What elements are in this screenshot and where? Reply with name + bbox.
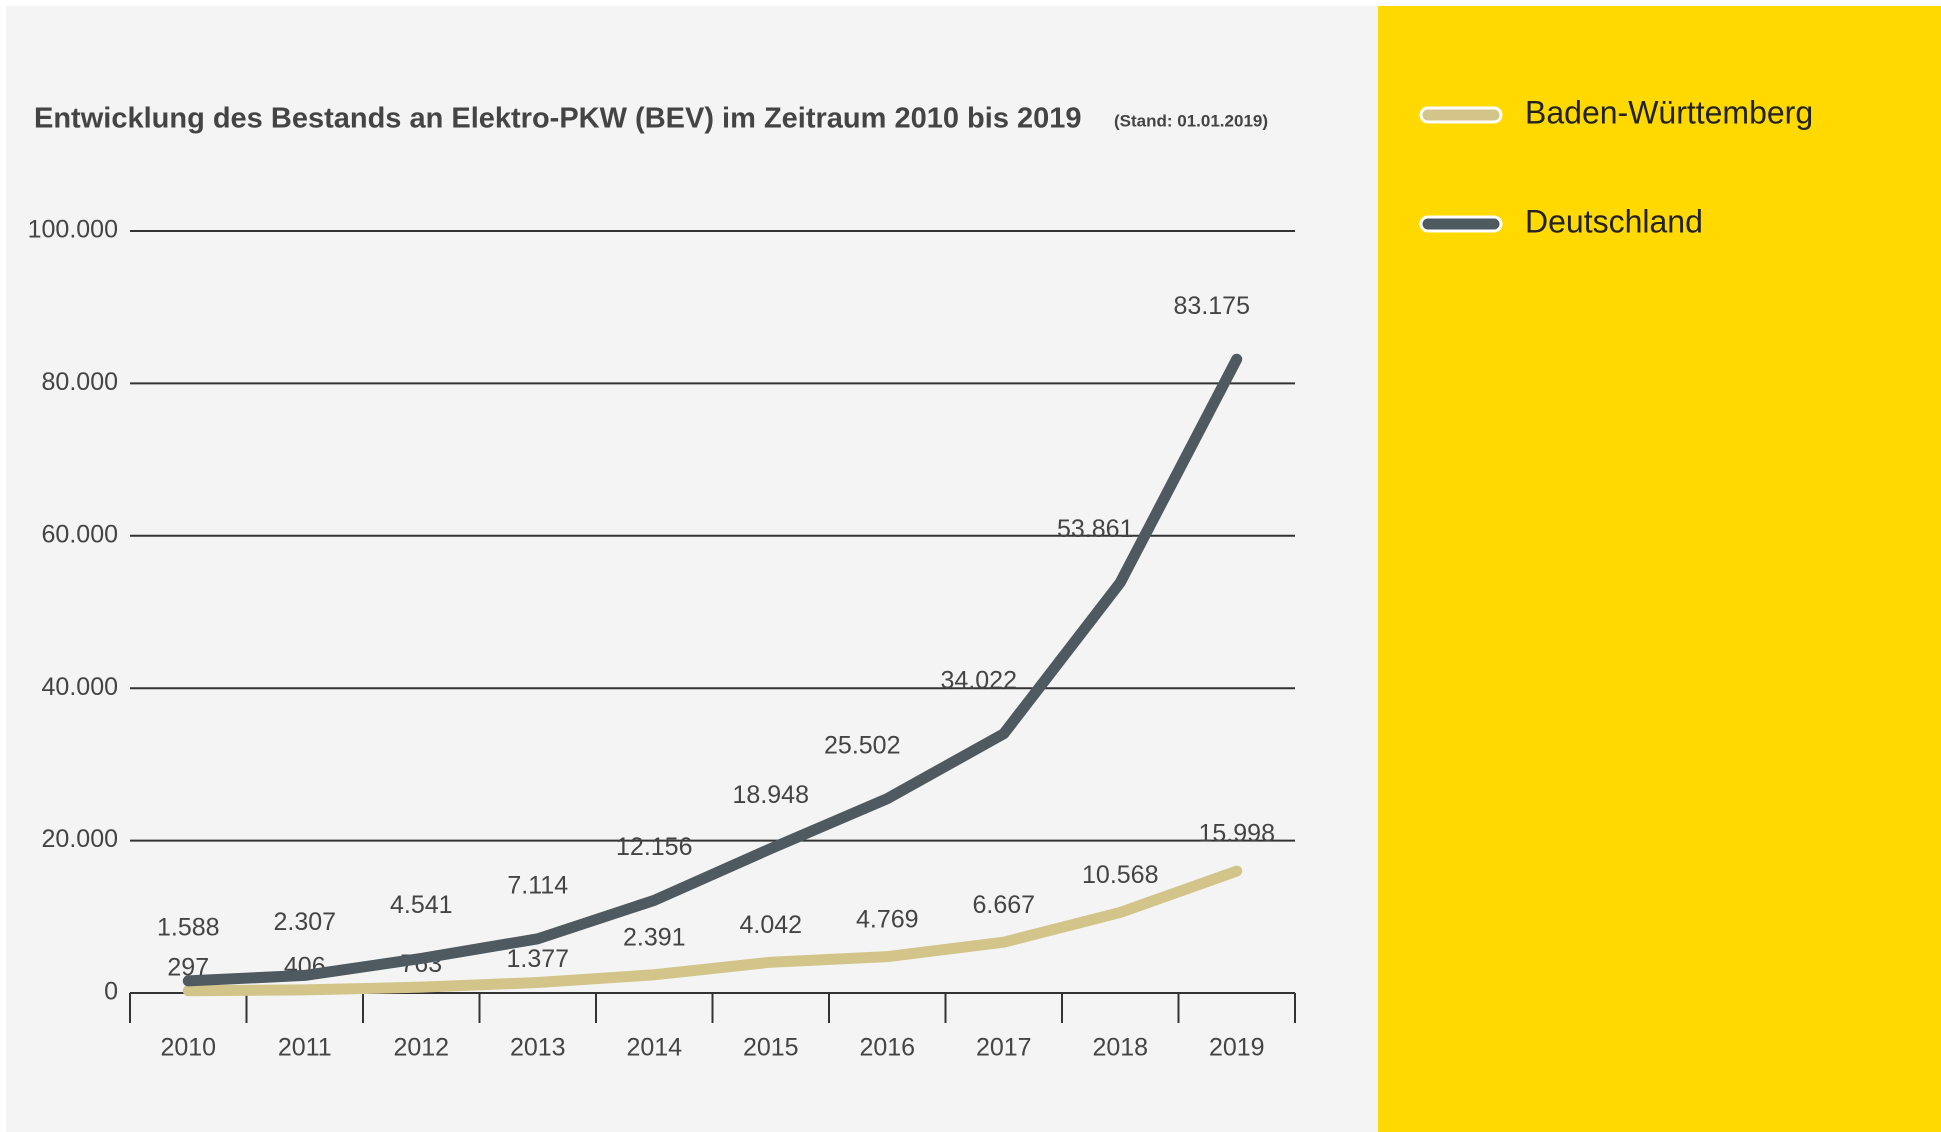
y-tick-label: 40.000 [42, 673, 118, 701]
data-label: 4.769 [856, 905, 919, 933]
x-tick-label: 2018 [1092, 1034, 1148, 1062]
data-label: 10.568 [1082, 861, 1158, 889]
x-tick-label: 2010 [160, 1034, 216, 1062]
x-tick-label: 2012 [393, 1034, 449, 1062]
chart-title: Entwicklung des Bestands an Elektro-PKW … [34, 103, 1082, 135]
legend-panel [1378, 6, 1941, 1132]
y-tick-label: 60.000 [42, 520, 118, 548]
data-label: 18.948 [733, 781, 809, 809]
data-label: 2.307 [273, 908, 336, 936]
line [182, 353, 1243, 987]
x-tick-label: 2014 [626, 1034, 682, 1062]
data-label: 15.998 [1199, 820, 1275, 848]
data-label: 83.175 [1174, 292, 1250, 320]
data-label: 4.042 [739, 911, 802, 939]
legend-label: Baden-Württemberg [1525, 94, 1813, 130]
x-tick-label: 2019 [1209, 1034, 1265, 1062]
y-tick-label: 100.000 [28, 216, 118, 244]
plot-panel [6, 6, 1378, 1132]
legend-label: Deutschland [1525, 203, 1703, 239]
y-tick-label: 80.000 [42, 368, 118, 396]
data-label: 4.541 [390, 891, 453, 919]
line [182, 865, 1243, 997]
data-label: 12.156 [616, 833, 692, 861]
x-tick-label: 2011 [278, 1034, 332, 1062]
x-tick-label: 2016 [859, 1034, 915, 1062]
data-label: 34.022 [941, 666, 1017, 694]
data-label: 2.391 [623, 923, 686, 951]
data-label: 1.588 [157, 914, 220, 942]
data-label: 25.502 [824, 731, 900, 759]
y-tick-label: 20.000 [42, 825, 118, 853]
data-label: 6.667 [972, 891, 1035, 919]
x-tick-label: 2013 [510, 1034, 566, 1062]
y-tick-label: 0 [104, 978, 118, 1006]
x-tick-label: 2015 [743, 1034, 799, 1062]
data-label: 7.114 [507, 871, 568, 899]
chart-subtitle: (Stand: 01.01.2019) [1114, 111, 1268, 130]
data-label: 53.861 [1057, 515, 1133, 543]
data-label: 1.377 [506, 945, 569, 973]
x-tick-label: 2017 [976, 1034, 1032, 1062]
